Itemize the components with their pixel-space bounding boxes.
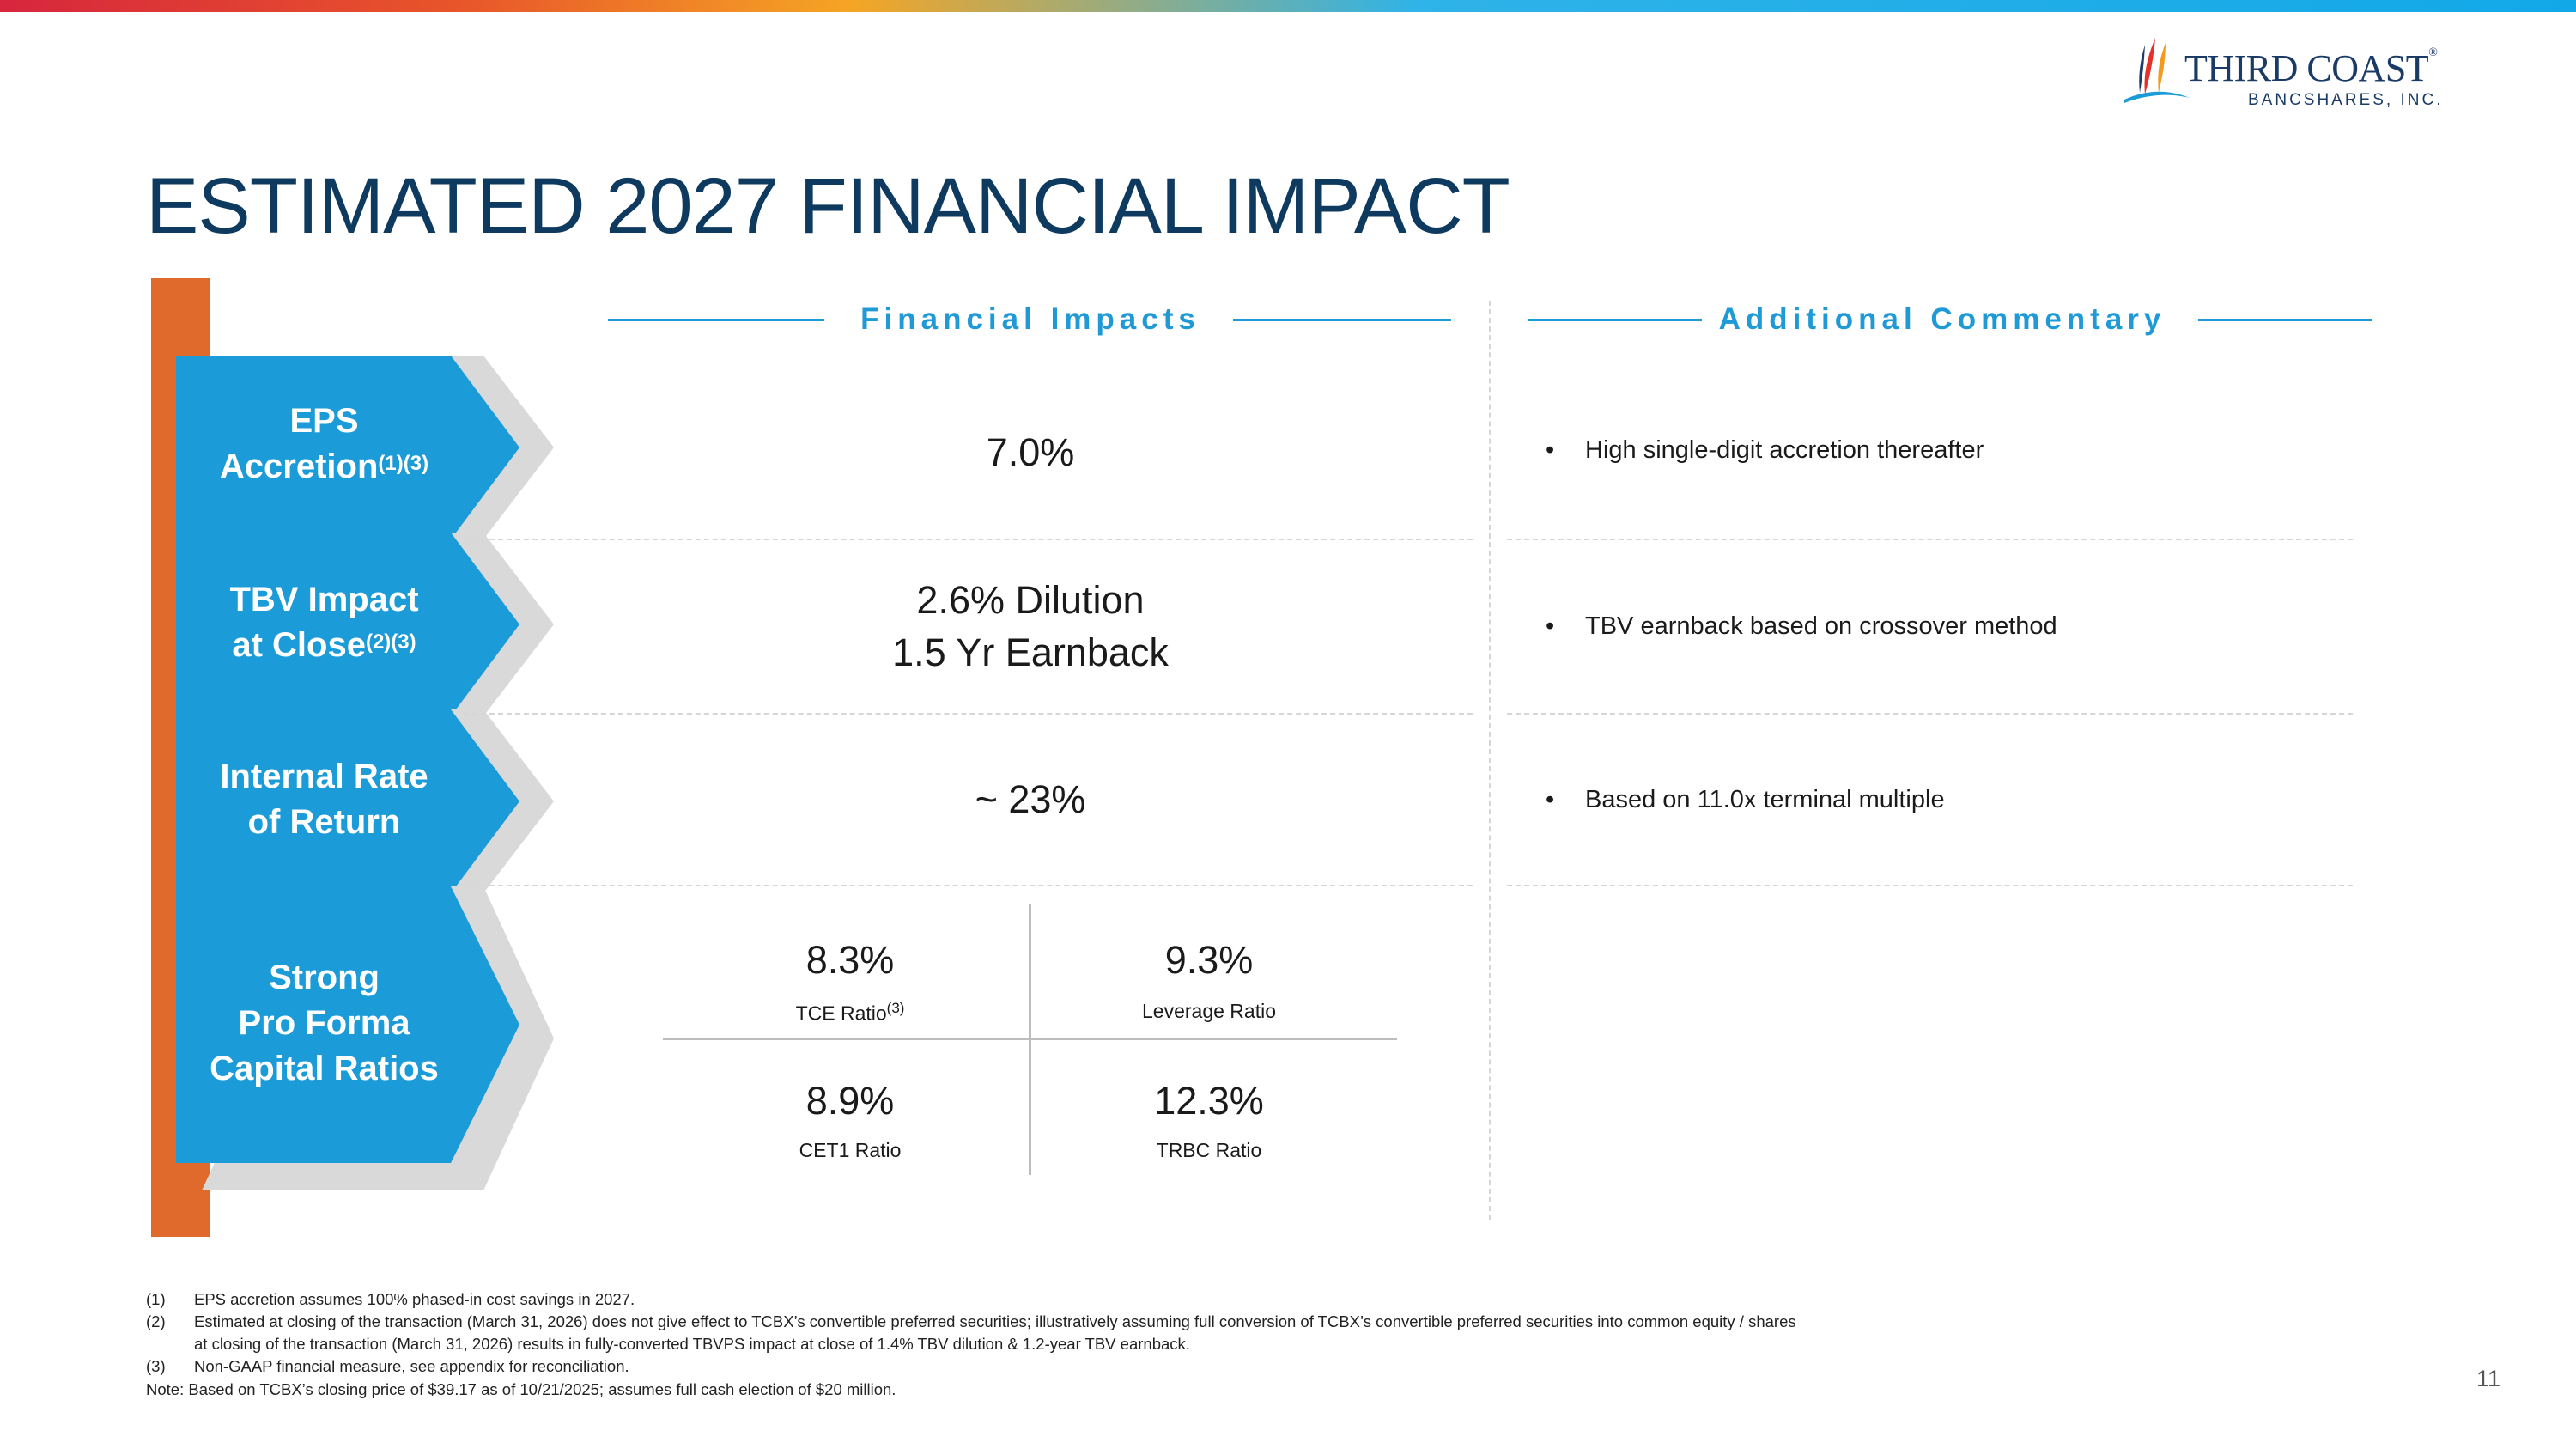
tbv-dilution-value: 2.6% Dilution	[916, 578, 1145, 622]
financial-impacts-header: Financial Impacts	[860, 302, 1200, 336]
irr-value: ~ 23%	[975, 777, 1086, 821]
footnote-3-num: (3)	[146, 1357, 166, 1375]
eps-comment-text: High single-digit accretion thereafter	[1585, 436, 1984, 464]
tbv-comment: • TBV earnback based on crossover method	[1546, 612, 2057, 641]
footnote-1-text: EPS accretion assumes 100% phased-in cos…	[194, 1290, 635, 1308]
ratio-grid-hline	[663, 1038, 1397, 1040]
tce-ratio-value: 8.3%	[805, 938, 895, 982]
company-logo: THIRD COAST® BANCSHARES, INC.	[2121, 33, 2440, 119]
tce-ratio-label-text: TCE Ratio	[795, 1002, 887, 1025]
eps-label-sup: (1)(3)	[378, 452, 429, 475]
tbv-value: 2.6% Dilution 1.5 Yr Earnback	[824, 574, 1236, 679]
column-divider	[1489, 301, 1491, 1220]
footnote-2-continued: at closing of the transaction (March 31,…	[194, 1335, 1190, 1353]
bullet-icon: •	[1546, 436, 1555, 464]
row-divider	[1507, 539, 2353, 540]
row-divider	[464, 539, 1473, 540]
capital-label-line3: Capital Ratios	[210, 1050, 439, 1087]
tbv-label-line2: at Close	[232, 626, 366, 664]
chevron-eps: EPS Accretion(1)(3)	[176, 356, 554, 539]
footnote-2-text: Estimated at closing of the transaction …	[194, 1312, 1796, 1330]
logo-name: THIRD COAST	[2184, 47, 2429, 89]
eps-value: 7.0%	[986, 430, 1075, 474]
commentary-header-line-right	[2198, 319, 2372, 321]
cet1-ratio-value: 8.9%	[805, 1079, 895, 1123]
tbv-label-line1: TBV Impact	[229, 581, 419, 618]
logo-subtitle: BANCSHARES, INC.	[2248, 91, 2444, 109]
footnote-2-num: (2)	[146, 1312, 166, 1330]
tbv-label-sup: (2)(3)	[365, 630, 416, 654]
bullet-icon: •	[1546, 612, 1555, 640]
bullet-icon: •	[1546, 786, 1555, 813]
tce-ratio-label: TCE Ratio(3)	[738, 1000, 962, 1026]
top-accent-bar	[0, 0, 2576, 12]
irr-comment-text: Based on 11.0x terminal multiple	[1585, 786, 1945, 813]
capital-label-line2: Pro Forma	[238, 1004, 410, 1042]
cet1-ratio-label: CET1 Ratio	[799, 1139, 902, 1161]
tce-ratio-sup: (3)	[886, 1000, 905, 1016]
chevron-tbv: TBV Impact at Close(2)(3)	[176, 533, 554, 716]
leverage-ratio-value: 9.3%	[1164, 938, 1254, 982]
page-title: ESTIMATED 2027 FINANCIAL IMPACT	[146, 162, 1510, 250]
irr-label-line2: of Return	[247, 803, 401, 841]
additional-commentary-header: Additional Commentary	[1718, 302, 2166, 336]
tbv-comment-text: TBV earnback based on crossover method	[1585, 612, 2057, 640]
footnote-note: Note: Based on TCBX’s closing price of $…	[146, 1380, 896, 1398]
capital-label-line1: Strong	[269, 959, 380, 996]
leverage-ratio-label: Leverage Ratio	[1142, 1000, 1276, 1022]
eps-label-line2: Accretion	[219, 447, 379, 485]
tbv-earnback-value: 1.5 Yr Earnback	[892, 630, 1169, 674]
financial-header-line-left	[608, 319, 824, 321]
footnote-1-num: (1)	[146, 1290, 166, 1308]
footnote-3-text: Non-GAAP financial measure, see appendix…	[194, 1357, 629, 1375]
row-divider	[464, 885, 1473, 886]
financial-header-line-right	[1233, 319, 1451, 321]
trbc-ratio-label: TRBC Ratio	[1156, 1139, 1262, 1161]
irr-comment: • Based on 11.0x terminal multiple	[1546, 786, 1945, 814]
eps-label-line1: EPS	[289, 402, 359, 440]
page-number: 11	[2476, 1366, 2501, 1391]
row-divider	[464, 713, 1473, 715]
trbc-ratio-value: 12.3%	[1154, 1079, 1264, 1123]
row-divider	[1507, 885, 2353, 886]
row-divider	[1507, 713, 2353, 715]
commentary-header-line-left	[1528, 319, 1702, 321]
logo-registered-mark: ®	[2428, 46, 2438, 59]
logo-sail-icon	[2124, 38, 2190, 103]
chevron-capital: Strong Pro Forma Capital Ratios	[176, 886, 554, 1190]
chevron-irr: Internal Rate of Return	[176, 709, 554, 893]
irr-label-line1: Internal Rate	[220, 758, 428, 795]
eps-comment: • High single-digit accretion thereafter	[1546, 436, 1984, 465]
